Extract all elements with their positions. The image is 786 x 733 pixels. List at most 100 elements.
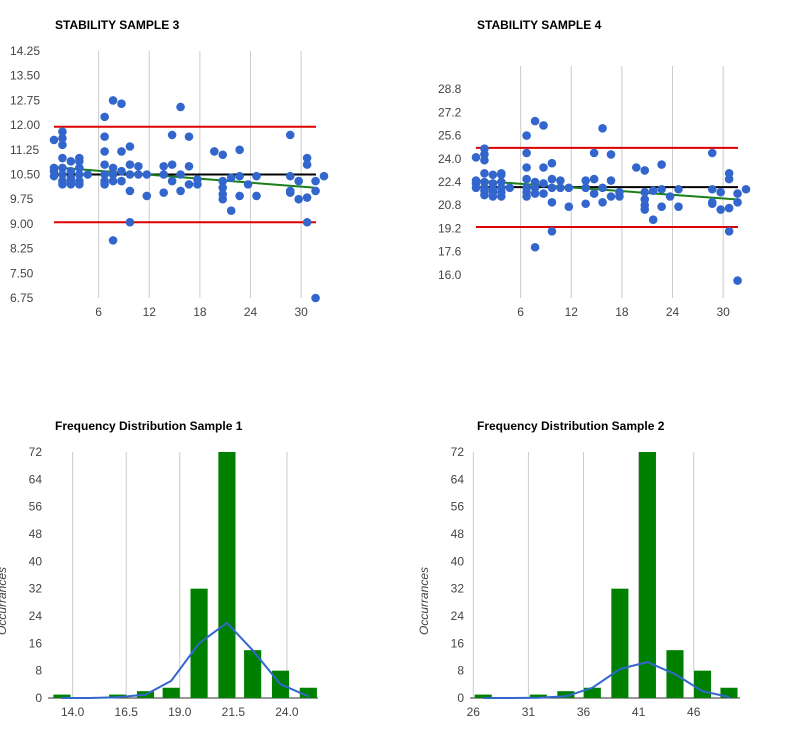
- y-tick-label: 17.6: [438, 245, 462, 259]
- x-tick-label: 36: [577, 705, 591, 719]
- y-tick-label: 16: [451, 636, 465, 650]
- x-tick-label: 46: [687, 705, 701, 719]
- x-tick-label: 30: [716, 305, 730, 319]
- data-point: [480, 144, 489, 153]
- data-point: [556, 183, 565, 193]
- data-point: [530, 116, 540, 126]
- data-point: [657, 160, 666, 169]
- data-point: [733, 276, 742, 285]
- data-point: [648, 186, 658, 195]
- data-point: [184, 161, 194, 171]
- y-tick-label: 8: [457, 664, 464, 678]
- data-point: [218, 189, 228, 199]
- y-tick-label: 56: [451, 500, 465, 514]
- data-point: [657, 202, 666, 211]
- data-point: [75, 180, 84, 189]
- data-point: [193, 175, 202, 184]
- data-point: [117, 99, 126, 108]
- data-point: [117, 166, 126, 176]
- chart-title: STABILITY SAMPLE 3: [55, 18, 180, 32]
- data-point: [589, 174, 599, 184]
- histogram-bar: [53, 694, 71, 698]
- data-point: [589, 189, 599, 198]
- x-tick-label: 14.0: [61, 705, 85, 719]
- y-tick-label: 25.6: [438, 129, 462, 143]
- data-point: [252, 171, 261, 181]
- data-point: [547, 183, 557, 193]
- data-point: [302, 153, 312, 163]
- y-tick-label: 20.8: [438, 198, 462, 212]
- data-point: [556, 176, 565, 185]
- x-tick-label: 19.0: [168, 705, 192, 719]
- y-tick-label: 32: [451, 582, 465, 596]
- data-point: [108, 170, 118, 179]
- data-point: [58, 176, 67, 186]
- y-axis-label: Occurrances: [417, 567, 431, 635]
- data-point: [530, 189, 540, 198]
- data-point: [176, 102, 185, 112]
- data-point: [707, 199, 717, 209]
- x-tick-label: 12: [143, 305, 157, 319]
- y-tick-label: 24: [451, 609, 465, 623]
- y-tick-label: 9.00: [10, 217, 34, 231]
- y-tick-label: 0: [457, 691, 464, 705]
- data-point: [606, 192, 616, 201]
- data-point: [522, 148, 531, 158]
- data-point: [724, 203, 734, 213]
- data-point: [724, 227, 734, 236]
- x-tick-label: 6: [95, 305, 102, 319]
- x-tick-label: 16.5: [115, 705, 139, 719]
- data-point: [108, 163, 118, 173]
- distribution-curve: [483, 661, 730, 699]
- y-tick-label: 13.50: [10, 69, 40, 83]
- data-point: [640, 166, 650, 175]
- data-point: [539, 121, 548, 130]
- data-point: [598, 183, 607, 193]
- data-point: [285, 188, 295, 197]
- data-point: [218, 183, 228, 192]
- y-tick-label: 48: [29, 527, 43, 541]
- data-point: [100, 132, 109, 141]
- y-tick-label: 10.50: [10, 168, 40, 182]
- data-point: [707, 148, 717, 158]
- data-point: [235, 145, 244, 155]
- data-point: [252, 191, 261, 201]
- data-point: [134, 170, 143, 179]
- data-point: [83, 170, 93, 179]
- data-point: [134, 161, 143, 171]
- data-point: [497, 170, 506, 180]
- data-point: [58, 170, 67, 179]
- data-point: [539, 189, 548, 198]
- data-point: [235, 191, 244, 201]
- data-point: [480, 177, 489, 187]
- data-point: [632, 163, 641, 172]
- data-point: [302, 193, 312, 202]
- data-point: [58, 140, 67, 150]
- histogram-bar: [557, 691, 575, 698]
- data-point: [311, 293, 320, 303]
- data-point: [488, 192, 498, 201]
- data-point: [100, 112, 109, 122]
- y-tick-label: 8.25: [10, 242, 34, 256]
- y-tick-label: 40: [29, 554, 43, 568]
- data-point: [733, 189, 742, 198]
- y-tick-label: 72: [451, 445, 465, 459]
- y-tick-label: 24: [29, 609, 43, 623]
- data-point: [522, 163, 531, 172]
- histogram-bar: [583, 687, 601, 698]
- data-point: [488, 170, 498, 180]
- data-point: [125, 186, 135, 196]
- chart-title: Frequency Distribution Sample 1: [55, 419, 243, 433]
- data-point: [606, 176, 616, 185]
- data-point: [125, 142, 135, 151]
- y-tick-label: 6.75: [10, 291, 34, 305]
- data-point: [167, 130, 177, 140]
- x-tick-label: 12: [565, 305, 579, 319]
- data-point: [488, 179, 498, 188]
- data-point: [159, 170, 168, 179]
- data-point: [707, 184, 717, 194]
- data-point: [539, 163, 548, 172]
- x-tick-label: 18: [193, 305, 207, 319]
- histogram-bar: [693, 670, 712, 698]
